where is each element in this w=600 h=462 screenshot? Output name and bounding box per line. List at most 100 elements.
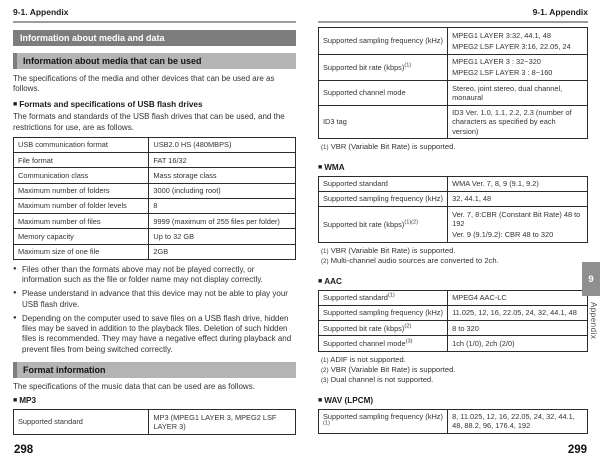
table-row: Maximum number of files 9999 (maximum of… — [12, 213, 296, 230]
mp3-spec-table: Supported standard MP3 (MPEG1 LAYER 3, M… — [12, 409, 296, 435]
row-value: ID3 Ver. 1.0, 1.1, 2.2, 2.3 (number of c… — [452, 108, 572, 136]
table-row: Supported bit rate (kbps)(2) 8 to 320 — [317, 320, 588, 337]
footnote: (1) VBR (Variable Bit Rate) is supported… — [321, 246, 588, 256]
note-item: Depending on the computer used to save f… — [13, 314, 296, 355]
row-value: MPEG2 LSF LAYER 3 : 8~160 — [452, 68, 553, 78]
row-label: Supported standard — [323, 293, 388, 303]
row-value: Ver. 9 (9.1/9.2): CBR 48 to 320 — [452, 230, 554, 240]
row-label: USB communication format — [18, 140, 108, 150]
footnote-text: Multi-channel audio sources are converte… — [330, 256, 499, 266]
usb-spec-table: USB communication format USB2.0 HS (480M… — [12, 136, 296, 260]
table-row: ID3 tag ID3 Ver. 1.0, 1.1, 2.2, 2.3 (num… — [317, 104, 588, 140]
row-value: Stereo, joint stereo, dual channel, mona… — [452, 83, 563, 102]
table-row: Supported channel mode(3) 1ch (1/0), 2ch… — [317, 335, 588, 352]
page-number-left: 298 — [14, 444, 34, 456]
wma-heading: WMA — [318, 163, 588, 172]
footnote-ref: (3) — [405, 338, 413, 345]
row-value: 11.025, 12, 16, 22.05, 24, 32, 44.1, 48 — [452, 308, 577, 318]
table-row: Supported sampling frequency (kHz) 11.02… — [317, 304, 588, 322]
footnote: (2) VBR (Variable Bit Rate) is supported… — [321, 365, 588, 375]
row-label: Communication class — [18, 170, 89, 180]
chapter-tab-label: Appendix — [589, 302, 598, 340]
row-label: Supported sampling frequency (kHz) — [323, 194, 443, 204]
table-row: Maximum size of one file 2GB — [12, 243, 296, 260]
chapter-tab: 9 — [582, 262, 600, 296]
row-label: Supported sampling frequency (kHz) — [323, 308, 443, 318]
footnote-marker: (1) — [321, 247, 329, 255]
footnote-ref: (1)(2) — [404, 219, 419, 226]
footnote-marker: (1) — [321, 144, 329, 152]
right-page: 9-1. Appendix Supported sampling frequen… — [317, 7, 588, 435]
table-row: Supported bit rate (kbps)(1) MPEG1 LAYER… — [317, 53, 588, 81]
table-row: Supported standard WMA Ver. 7, 8, 9 (9.1… — [317, 175, 588, 192]
row-label: Supported bit rate (kbps) — [323, 219, 405, 229]
aac-spec-table: Supported standard(1) MPEG4 AAC-LC Suppo… — [317, 289, 588, 352]
table-row: Supported channel mode Stereo, joint ste… — [317, 80, 588, 106]
row-value: 9999 (maximum of 255 files per folder) — [153, 216, 280, 226]
row-value: 8 to 320 — [452, 323, 479, 333]
table-row: USB communication format USB2.0 HS (480M… — [12, 136, 296, 154]
footnote-ref: (2) — [404, 323, 412, 330]
footnote: (3) Dual channel is not supported. — [321, 375, 588, 385]
note-item: Please understand in advance that this d… — [13, 289, 296, 309]
table-row: Supported standard(1) MPEG4 AAC-LC — [317, 289, 588, 306]
row-value: 2GB — [153, 247, 169, 257]
footnote: (2) Multi-channel audio sources are conv… — [321, 256, 588, 266]
footnote-ref: (1) — [387, 292, 395, 299]
format-section-title: Format information — [13, 361, 296, 378]
row-label: Supported bit rate (kbps) — [323, 323, 405, 333]
wav-spec-table: Supported sampling frequency (kHz)(1) 8,… — [317, 408, 588, 435]
usb-heading: Formats and specifications of USB flash … — [13, 100, 296, 109]
row-value: FAT 16/32 — [153, 155, 187, 165]
footnote-text: Dual channel is not supported. — [330, 375, 434, 385]
subsection-title: Information about media that can be used — [13, 53, 296, 69]
table-row: Supported sampling frequency (kHz)(1) 8,… — [317, 408, 588, 435]
row-value: MPEG1 LAYER 3 : 32~320 — [452, 57, 541, 66]
footnote-text: ADIF is not supported. — [330, 354, 406, 364]
row-label: Maximum size of one file — [18, 247, 100, 257]
footnote-marker: (2) — [321, 366, 329, 374]
mp3-heading: MP3 — [13, 396, 296, 405]
row-label: Supported channel mode — [323, 338, 406, 348]
wma-footnotes: (1) VBR (Variable Bit Rate) is supported… — [318, 246, 588, 267]
footnote-marker: (3) — [321, 377, 329, 385]
row-label: Maximum number of folder levels — [18, 201, 127, 211]
row-label: Supported channel mode — [323, 88, 406, 98]
row-value: 3000 (including root) — [153, 186, 221, 196]
format-intro-paragraph: The specifications of the music data tha… — [13, 381, 255, 391]
section-title: Information about media and data — [13, 30, 296, 46]
row-value: Up to 32 GB — [153, 231, 195, 241]
row-label: Supported bit rate (kbps) — [323, 62, 405, 72]
row-label: Supported sampling frequency (kHz) — [323, 36, 443, 46]
running-head-right: 9-1. Appendix — [318, 7, 588, 23]
table-row: Maximum number of folders 3000 (includin… — [12, 182, 296, 199]
table-row: Supported standard MP3 (MPEG1 LAYER 3, M… — [12, 409, 296, 435]
row-value: MP3 (MPEG1 LAYER 3, MPEG2 LSF LAYER 3) — [153, 412, 277, 431]
row-value: 8 — [153, 201, 158, 211]
note-item: Files other than the formats above may n… — [13, 265, 296, 285]
row-label: Supported standard — [18, 417, 83, 427]
row-value: WMA Ver. 7, 8, 9 (9.1, 9.2) — [452, 179, 539, 189]
aac-footnotes: (1) ADIF is not supported. (2) VBR (Vari… — [318, 355, 588, 386]
row-label: ID3 tag — [323, 117, 347, 127]
footnote: (1) VBR (Variable Bit Rate) is supported… — [321, 142, 588, 152]
footnote-text: VBR (Variable Bit Rate) is supported. — [330, 364, 456, 374]
footnote-ref: (1) — [404, 62, 412, 69]
notes-list: Files other than the formats above may n… — [13, 265, 296, 355]
wav-heading: WAV (LPCM) — [318, 396, 588, 405]
row-value: Ver. 7, 8:CBR (Constant Bit Rate) 48 to … — [452, 209, 581, 228]
row-value: 8, 11.025, 12, 16, 22.05, 24, 32, 44.1, … — [452, 412, 575, 431]
left-page: 9-1. Appendix Information about media an… — [12, 7, 296, 435]
table-row: File format FAT 16/32 — [12, 152, 296, 169]
footnote-text: VBR (Variable Bit Rate) is supported. — [330, 142, 456, 152]
wma-spec-table: Supported standard WMA Ver. 7, 8, 9 (9.1… — [317, 175, 588, 243]
table-row: Supported bit rate (kbps)(1)(2) Ver. 7, … — [317, 206, 588, 243]
footnote-ref: (1) — [323, 420, 330, 427]
row-label: Maximum number of files — [18, 216, 101, 226]
row-label: Memory capacity — [18, 231, 74, 241]
row-value: MPEG1 LAYER 3:32, 44.1, 48 — [452, 30, 551, 40]
footnote-text: VBR (Variable Bit Rate) is supported. — [330, 245, 456, 255]
mp3-footnotes: (1) VBR (Variable Bit Rate) is supported… — [318, 142, 588, 152]
table-row: Supported sampling frequency (kHz) 32, 4… — [317, 190, 588, 208]
table-row: Memory capacity Up to 32 GB — [12, 228, 296, 245]
